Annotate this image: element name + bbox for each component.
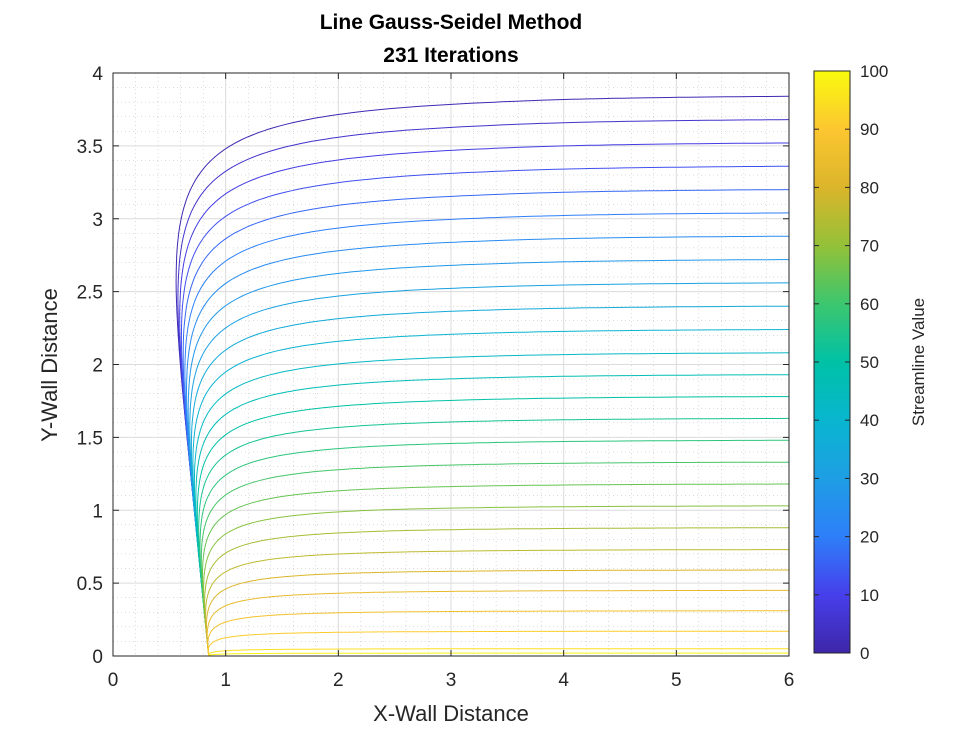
streamline (208, 648, 789, 657)
x-tick-label: 1 (220, 670, 231, 691)
streamline (205, 549, 789, 657)
colorbar-tick-label: 10 (860, 586, 879, 605)
x-axis-label: X-Wall Distance (373, 701, 529, 726)
streamline (182, 189, 790, 657)
streamline (207, 610, 789, 657)
colorbar (813, 70, 851, 654)
x-tick-label: 2 (333, 670, 344, 691)
streamline (206, 589, 789, 657)
y-tick-label: 3 (92, 210, 103, 231)
colorbar-ticks: 0 10 20 30 40 50 60 70 80 90 100 (814, 62, 888, 663)
x-tick-label: 6 (784, 670, 795, 691)
x-tick-label: 3 (446, 670, 457, 691)
streamline (206, 569, 789, 657)
streamline (202, 483, 789, 657)
y-tick-label: 1.5 (77, 428, 103, 449)
streamline (187, 259, 789, 657)
colorbar-tick-label: 90 (860, 120, 879, 139)
streamline (185, 235, 790, 657)
streamline (208, 652, 789, 657)
y-tick-label: 2.5 (77, 283, 103, 304)
y-axis-label: Y-Wall Distance (37, 288, 62, 442)
chart-subtitle: 231 Iterations (383, 44, 518, 67)
colorbar-tick-label: 80 (860, 178, 879, 197)
x-tick-label: 0 (108, 670, 119, 691)
streamline (180, 165, 789, 657)
y-tick-label: 4 (92, 64, 103, 85)
streamline-contours (175, 95, 790, 657)
streamline (198, 417, 790, 657)
y-tick-label: 0.5 (77, 574, 103, 595)
colorbar-tick-label: 0 (860, 644, 869, 663)
streamline (190, 305, 789, 657)
colorbar-tick-label: 40 (860, 411, 879, 430)
x-tick-label: 5 (671, 670, 682, 691)
streamline (200, 461, 789, 657)
colorbar-tick-label: 20 (860, 528, 879, 547)
streamline (192, 329, 790, 657)
colorbar-tick-label: 30 (860, 469, 879, 488)
colorbar-tick-label: 70 (860, 237, 879, 256)
y-tick-label: 1 (92, 501, 103, 522)
y-tick-label: 3.5 (77, 137, 103, 158)
colorbar-tick-label: 100 (860, 62, 888, 81)
x-tick-label: 4 (558, 670, 569, 691)
colorbar-label: Streamline Value (909, 298, 928, 426)
colorbar-tick-label: 50 (860, 353, 879, 372)
streamline (189, 282, 789, 657)
y-tick-label: 2 (92, 356, 103, 377)
streamline (199, 439, 789, 657)
streamline (195, 374, 789, 657)
streamline (196, 396, 789, 657)
colorbar-tick-label: 60 (860, 295, 879, 314)
y-tick-label: 0 (92, 647, 103, 668)
streamline (193, 352, 790, 657)
streamline (177, 119, 790, 657)
chart-title: Line Gauss-Seidel Method (320, 11, 583, 34)
streamline (204, 527, 790, 657)
axis-ticks: 0 1 2 3 4 5 6 0 0.5 1 1.5 2 2.5 3 3.5 4 (77, 64, 795, 691)
streamline (207, 630, 789, 657)
streamline (175, 95, 790, 657)
streamline (203, 505, 789, 657)
streamline (184, 212, 790, 657)
streamline (179, 142, 789, 657)
